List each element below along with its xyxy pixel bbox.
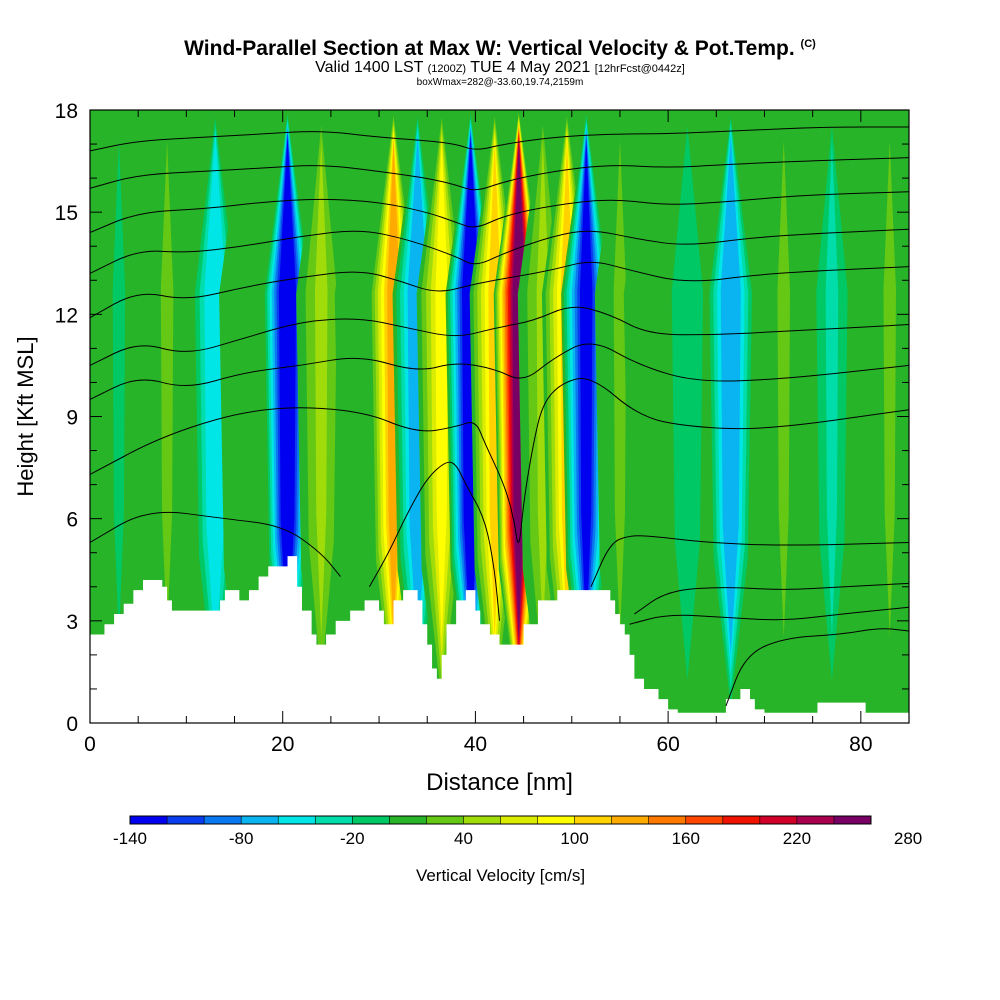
x-tick-label: 80 — [849, 733, 872, 756]
colorbar-label: Vertical Velocity [cm/s] — [416, 866, 585, 885]
copyright-mark: (C) — [800, 38, 816, 50]
colorbar-swatch — [648, 816, 687, 824]
colorbar-swatch — [833, 816, 872, 824]
box-info: boxWmax=282@-33.60,19.74,2159m — [416, 77, 584, 88]
y-tick-label: 12 — [55, 304, 78, 327]
colorbar-swatch — [759, 816, 798, 824]
velocity-band — [613, 140, 627, 638]
colorbar-tick-label: -20 — [340, 829, 365, 848]
y-tick-label: 9 — [66, 407, 78, 430]
theta-contours — [90, 126, 909, 707]
velocity-band — [777, 140, 791, 638]
velocity-band — [237, 140, 251, 638]
velocity-column — [219, 110, 270, 723]
colorbar-swatch — [685, 816, 724, 824]
velocity-band — [112, 140, 126, 638]
theta-contour-line — [90, 511, 341, 577]
velocity-band — [724, 140, 738, 638]
colorbar-swatch — [796, 816, 835, 824]
x-tick-label: 60 — [656, 733, 679, 756]
colorbar-swatch — [574, 816, 613, 824]
x-tick-label: 20 — [271, 733, 294, 756]
velocity-column — [142, 110, 193, 723]
theta-contour-line — [90, 157, 909, 191]
velocity-column — [93, 110, 144, 723]
colorbar-tick-label: 40 — [454, 829, 473, 848]
theta-contour-line — [90, 378, 909, 543]
colorbar-swatch — [278, 816, 316, 824]
x-tick-label: 0 — [84, 733, 96, 756]
colorbar-tick-label: -140 — [113, 829, 147, 848]
velocity-band — [681, 140, 694, 638]
velocity-band — [579, 140, 593, 638]
theta-contour-line — [90, 261, 909, 319]
velocity-column — [262, 110, 313, 723]
y-tick-label: 0 — [66, 713, 78, 736]
colorbar-swatch — [722, 816, 761, 824]
colorbar-swatch — [315, 816, 353, 824]
colorbar-swatch — [130, 816, 168, 824]
velocity-column — [623, 110, 674, 723]
velocity-column — [806, 110, 857, 723]
colorbar-swatch — [167, 816, 205, 824]
colorbar-swatch — [611, 816, 650, 824]
colorbar-swatch — [389, 816, 427, 824]
theta-contour-line — [368, 461, 500, 621]
velocity-column — [864, 110, 909, 723]
y-tick-label: 6 — [66, 509, 78, 532]
colorbar-swatch — [204, 816, 242, 824]
y-tick-label: 15 — [55, 202, 78, 225]
velocity-field — [90, 110, 909, 723]
theta-contour-line — [90, 191, 909, 234]
velocity-band — [435, 140, 448, 638]
colorbar-tick-label: 280 — [894, 829, 922, 848]
y-axis-label: Height [Kft MSL] — [13, 336, 38, 496]
theta-contour-line — [590, 535, 909, 587]
y-tick-label: 3 — [66, 611, 78, 634]
colorbar-swatch — [500, 816, 539, 824]
velocity-band — [281, 140, 294, 638]
velocity-band — [208, 140, 222, 638]
colorbar-tick-label: 100 — [560, 829, 588, 848]
x-tick-label: 40 — [464, 733, 487, 756]
y-tick-label: 18 — [55, 100, 78, 123]
velocity-column — [662, 110, 713, 723]
axes: 0 20 40 60 80 0 3 6 9 12 15 18 Distance [nm] Height [… — [13, 100, 910, 796]
velocity-band — [160, 140, 174, 638]
colorbar-swatch — [352, 816, 390, 824]
colorbar-swatch — [463, 816, 501, 824]
velocity-column — [758, 110, 809, 723]
velocity-band — [353, 140, 367, 638]
colorbar-tick-label: 220 — [783, 829, 811, 848]
velocity-column — [334, 110, 385, 723]
theta-contour-line — [90, 306, 909, 366]
velocity-band — [642, 140, 656, 638]
colorbar-swatch — [241, 816, 279, 824]
velocity-band — [825, 140, 839, 638]
velocity-band — [314, 140, 328, 638]
colorbar-tick-label: 160 — [672, 829, 700, 848]
theta-contour-line — [90, 343, 909, 400]
chart-title: Wind-Parallel Section at Max W: Vertical… — [184, 37, 816, 60]
velocity-column — [561, 110, 612, 723]
velocity-column — [705, 110, 756, 723]
colorbar: -140 -80 -20 40 100 160 220 280 Vertical Velocit… — [113, 815, 922, 885]
x-axis-label: Distance [nm] — [426, 769, 573, 796]
colorbar-tick-label: -80 — [229, 829, 254, 848]
colorbar-swatch — [426, 816, 464, 824]
theta-contour-line — [629, 606, 909, 625]
terrain-mask — [90, 556, 909, 723]
velocity-column — [296, 110, 347, 723]
theta-contour-line — [725, 628, 909, 707]
colorbar-swatch — [537, 816, 576, 824]
theta-contour-line — [90, 126, 909, 152]
theta-contour-line — [634, 582, 909, 615]
chart-subtitle: Valid 1400 LST (1200Z) TUE 4 May 2021 [1… — [315, 59, 685, 76]
theta-contour-line — [90, 228, 909, 274]
velocity-band — [883, 140, 896, 638]
